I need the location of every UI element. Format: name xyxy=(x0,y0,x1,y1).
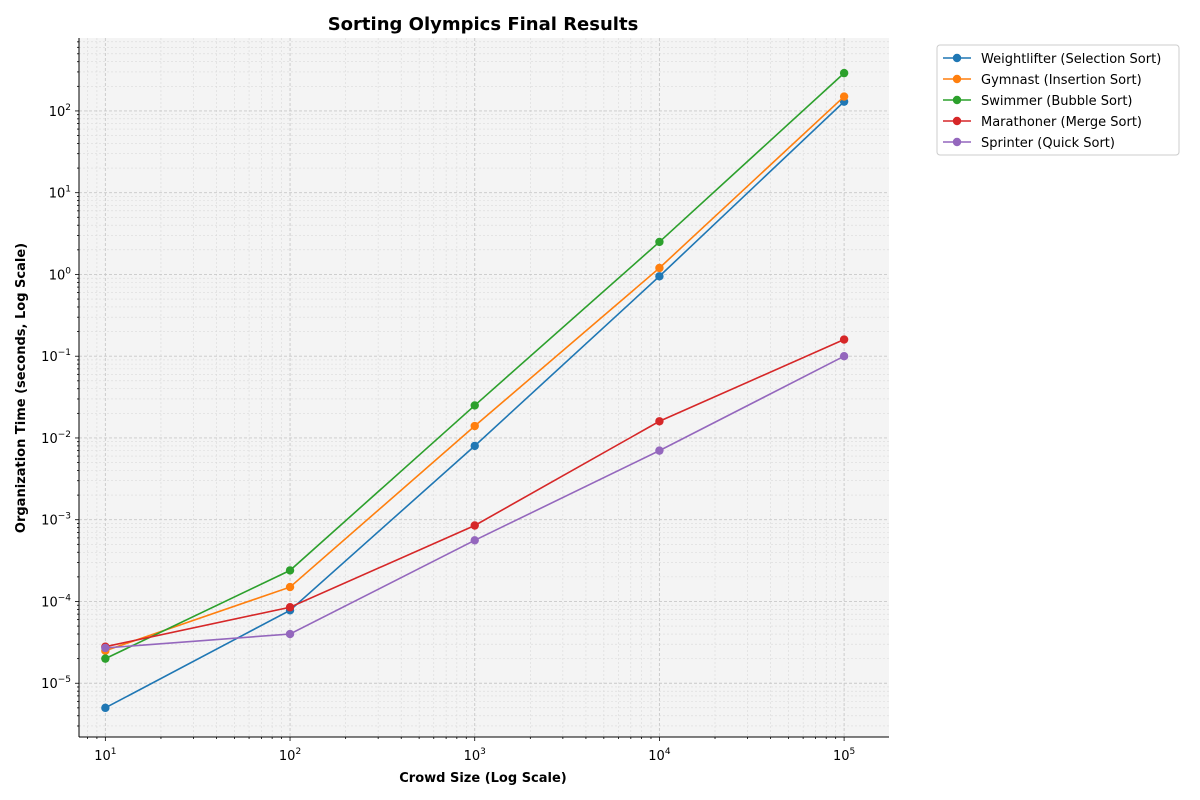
legend-marker xyxy=(952,53,962,63)
data-point xyxy=(839,92,849,101)
grid xyxy=(79,38,889,737)
y-tick-label: 100 xyxy=(49,266,72,283)
x-tick-label: 101 xyxy=(94,747,116,764)
legend-label: Sprinter (Quick Sort) xyxy=(981,136,1115,151)
data-point xyxy=(470,441,479,451)
data-point xyxy=(285,603,295,612)
data-point xyxy=(655,272,664,281)
legend-label: Gymnast (Insertion Sort) xyxy=(981,73,1142,88)
data-point xyxy=(655,417,664,426)
legend-label: Weightlifter (Selection Sort) xyxy=(981,52,1161,67)
y-tick-label: 10−4 xyxy=(41,593,71,610)
data-point xyxy=(285,629,295,639)
data-point xyxy=(101,703,110,713)
legend-box xyxy=(936,44,1180,156)
data-point xyxy=(839,335,849,344)
y-tick-label: 10−3 xyxy=(41,512,71,529)
data-point xyxy=(839,352,849,361)
y-tick-label: 10−2 xyxy=(41,430,71,447)
chart-title: Sorting Olympics Final Results xyxy=(328,14,639,35)
data-point xyxy=(655,237,664,247)
data-point xyxy=(470,421,479,431)
y-tick-label: 10−5 xyxy=(41,675,71,692)
x-tick-label: 105 xyxy=(833,747,855,764)
legend-marker xyxy=(952,95,962,105)
data-point xyxy=(101,643,110,653)
legend-marker xyxy=(952,137,962,147)
y-tick-label: 10−1 xyxy=(41,348,71,365)
data-point xyxy=(285,566,295,575)
data-point xyxy=(101,654,110,663)
data-point xyxy=(470,401,479,410)
data-point xyxy=(470,536,479,545)
legend-marker xyxy=(952,116,962,126)
data-point xyxy=(655,263,664,273)
y-tick-label: 101 xyxy=(49,185,71,202)
legend-marker xyxy=(952,74,962,84)
y-axis-label: Organization Time (seconds, Log Scale) xyxy=(14,243,29,533)
x-tick-label: 102 xyxy=(279,747,301,764)
data-point xyxy=(839,68,849,78)
x-axis-label: Crowd Size (Log Scale) xyxy=(399,771,567,786)
y-tick-label: 102 xyxy=(49,103,71,120)
legend: Weightlifter (Selection Sort) Gymnast (In… xyxy=(936,44,1180,156)
legend-label: Marathoner (Merge Sort) xyxy=(981,115,1142,130)
data-point xyxy=(285,582,295,592)
data-point xyxy=(655,446,664,455)
legend-label: Swimmer (Bubble Sort) xyxy=(981,94,1133,109)
x-tick-label: 104 xyxy=(648,747,671,764)
data-point xyxy=(470,521,479,530)
x-tick-label: 103 xyxy=(464,747,486,764)
